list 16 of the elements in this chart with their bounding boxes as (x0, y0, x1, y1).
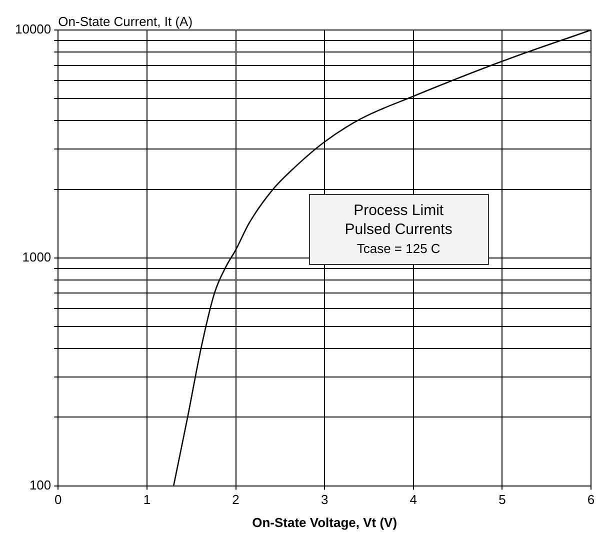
x-tick-label: 1 (143, 492, 151, 508)
x-tick-label: 3 (320, 492, 328, 508)
annotation: Process Limit (352, 201, 445, 220)
x-tick-label: 0 (54, 492, 62, 508)
x-tick-label: 6 (587, 492, 595, 508)
x-axis-title: On-State Voltage, Vt (V) (252, 514, 398, 530)
annotation: Tcase = 125 C (356, 240, 442, 258)
y-tick-label: 100 (29, 477, 52, 492)
x-tick-label: 2 (232, 492, 240, 508)
annotation: Pulsed Currents (344, 220, 454, 240)
y-tick-label: 1000 (22, 249, 52, 264)
note-box: Process Limit Pulsed Currents Tcase = 125 C (308, 194, 489, 266)
y-axis-title: On-State Current, It (A) (58, 14, 193, 30)
y-tick-label: 10000 (14, 22, 52, 37)
x-tick-label: 4 (410, 492, 417, 508)
x-tick-label: 5 (498, 492, 506, 508)
